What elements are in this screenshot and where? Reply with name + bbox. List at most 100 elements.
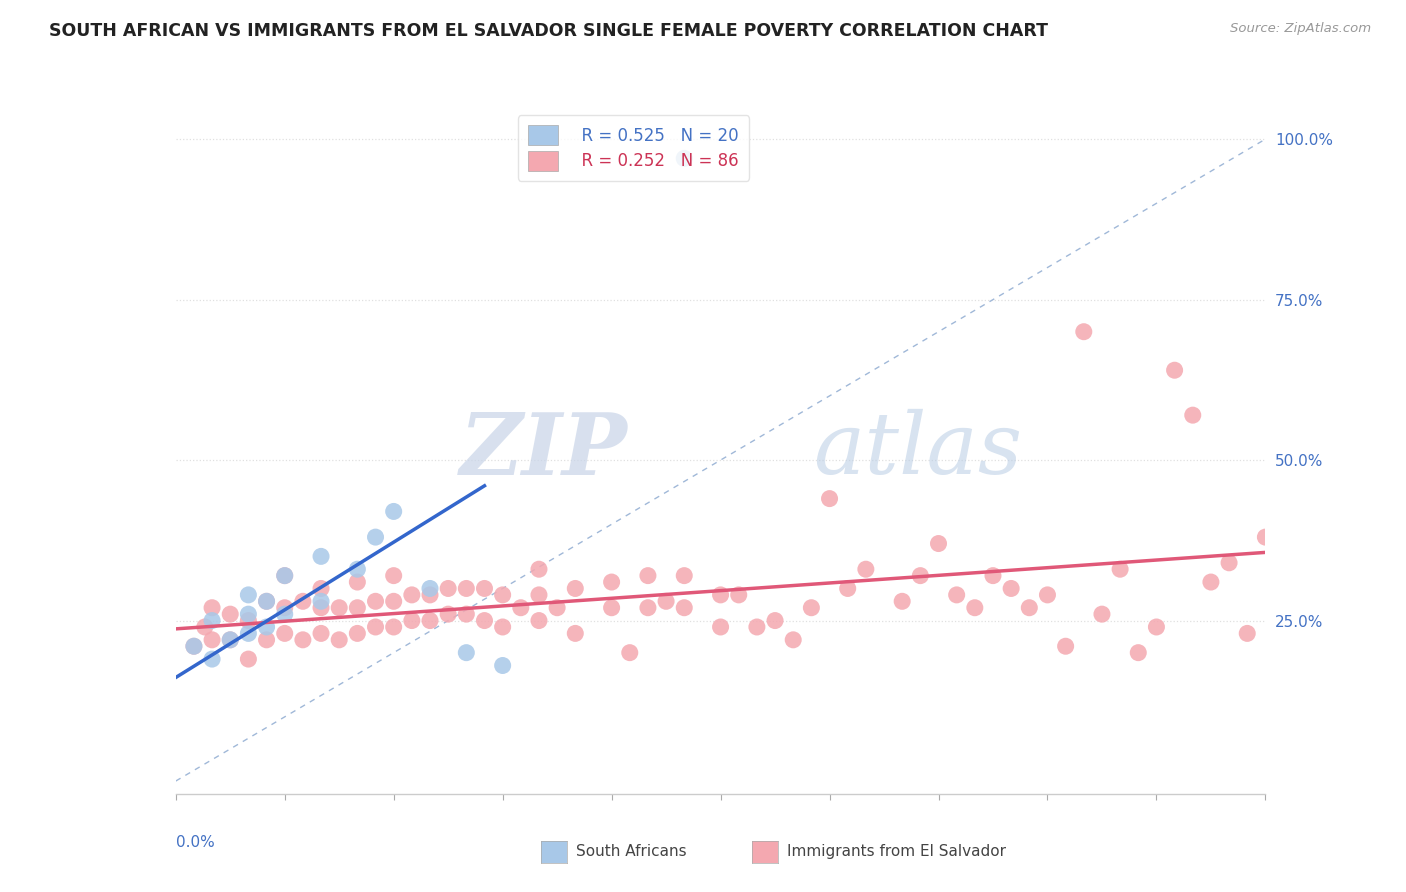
Point: [201, 652, 224, 666]
Point: [238, 607, 260, 622]
Point: [928, 536, 950, 550]
Point: [274, 568, 297, 582]
Point: [1018, 600, 1040, 615]
Point: [600, 600, 623, 615]
Point: [1218, 556, 1240, 570]
Point: [527, 614, 550, 628]
Point: [309, 600, 332, 615]
Point: [238, 626, 260, 640]
Point: [309, 594, 332, 608]
Point: [364, 594, 387, 608]
Point: [219, 607, 242, 622]
Point: [1000, 582, 1022, 596]
Point: [346, 600, 368, 615]
Point: [238, 588, 260, 602]
Point: [710, 588, 733, 602]
Point: [309, 549, 332, 564]
Point: [673, 152, 696, 166]
Point: [945, 588, 967, 602]
Point: [382, 594, 405, 608]
Point: [710, 620, 733, 634]
Point: [419, 614, 441, 628]
Point: [673, 568, 696, 582]
Point: [527, 562, 550, 576]
Point: [981, 568, 1004, 582]
Point: [437, 607, 460, 622]
Point: [256, 620, 278, 634]
Point: [274, 568, 297, 582]
Point: [891, 594, 914, 608]
Point: [763, 614, 786, 628]
Point: [1163, 363, 1185, 377]
Point: [564, 626, 586, 640]
Point: [328, 600, 350, 615]
Point: [274, 626, 297, 640]
Point: [474, 614, 496, 628]
Point: [201, 600, 224, 615]
Point: [291, 632, 314, 647]
Point: [382, 504, 405, 518]
Point: [619, 646, 641, 660]
Point: [456, 646, 478, 660]
Point: [183, 639, 205, 653]
Point: [727, 588, 749, 602]
Point: [401, 588, 423, 602]
Text: atlas: atlas: [813, 409, 1022, 491]
Point: [309, 582, 332, 596]
Point: [655, 594, 678, 608]
Point: [1254, 530, 1277, 544]
Point: [509, 600, 531, 615]
Point: [291, 594, 314, 608]
Point: [527, 588, 550, 602]
Legend:   R = 0.525   N = 20,   R = 0.252   N = 86: R = 0.525 N = 20, R = 0.252 N = 86: [517, 115, 749, 180]
Text: ZIP: ZIP: [460, 409, 628, 492]
Point: [492, 620, 515, 634]
Point: [910, 568, 932, 582]
Point: [419, 582, 441, 596]
Point: [564, 582, 586, 596]
Point: [1109, 562, 1132, 576]
Point: [256, 594, 278, 608]
Point: [1236, 626, 1258, 640]
Point: [1036, 588, 1059, 602]
Point: [346, 626, 368, 640]
Point: [1054, 639, 1077, 653]
Point: [1181, 408, 1204, 422]
Point: [492, 658, 515, 673]
Point: [219, 632, 242, 647]
Point: [364, 530, 387, 544]
Point: [328, 632, 350, 647]
Point: [256, 594, 278, 608]
Point: [837, 582, 859, 596]
Point: [1199, 575, 1222, 590]
Point: [1146, 620, 1168, 634]
Point: [382, 620, 405, 634]
Point: [219, 632, 242, 647]
Point: [745, 620, 768, 634]
Point: [1128, 646, 1150, 660]
Point: [419, 588, 441, 602]
Point: [600, 575, 623, 590]
Point: [818, 491, 841, 506]
Point: [274, 607, 297, 622]
Point: [201, 614, 224, 628]
Point: [401, 614, 423, 628]
Point: [238, 652, 260, 666]
Point: [1073, 325, 1095, 339]
Point: [855, 562, 877, 576]
Point: [637, 568, 659, 582]
Point: [492, 588, 515, 602]
Point: [256, 632, 278, 647]
Point: [1091, 607, 1114, 622]
Point: [382, 568, 405, 582]
Point: [346, 562, 368, 576]
Point: [800, 600, 823, 615]
Point: [309, 626, 332, 640]
Point: [183, 639, 205, 653]
Point: [963, 600, 986, 615]
Point: [238, 614, 260, 628]
Point: [673, 600, 696, 615]
Point: [456, 582, 478, 596]
Point: [474, 582, 496, 596]
Point: [546, 600, 568, 615]
